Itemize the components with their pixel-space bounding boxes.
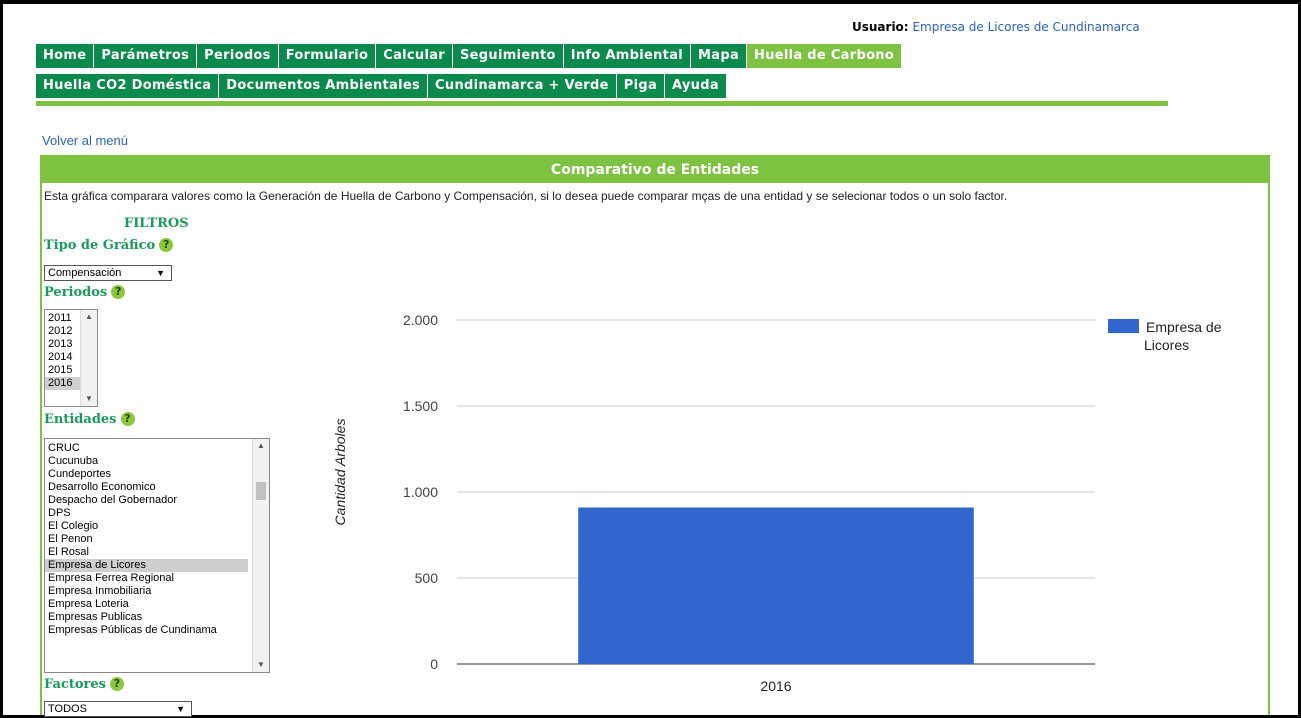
entity-option[interactable]: El Rosal [48, 546, 89, 558]
entity-option[interactable]: Empresa Inmobiliaria [48, 585, 152, 597]
chart-type-value: Compensación [48, 267, 122, 279]
periods-options: 2011 2012 2013 2014 2015 2016 [45, 310, 97, 390]
entity-option[interactable]: El Colegio [48, 520, 99, 532]
periods-listbox[interactable]: 2011 2012 2013 2014 2015 2016 ▲ ▼ [44, 309, 98, 407]
entities-label-text: Entidades [44, 412, 117, 427]
x-tick-label: 2016 [760, 678, 791, 694]
user-info: Usuario: Empresa de Licores de Cundinama… [852, 20, 1140, 34]
scroll-up-icon[interactable]: ▲ [257, 441, 265, 450]
scroll-thumb[interactable] [256, 482, 266, 500]
factors-label: Factores? [44, 677, 124, 692]
legend-label[interactable]: Licores [1144, 337, 1189, 353]
entity-option[interactable]: DPS [48, 507, 71, 519]
periods-label: Periodos? [44, 285, 126, 300]
nav-tab-mapa[interactable]: Mapa [691, 44, 748, 68]
y-axis-label: Cantidad Arboles [332, 419, 348, 526]
nav-tab-formulario[interactable]: Formulario [278, 44, 377, 68]
help-icon[interactable]: ? [111, 285, 126, 299]
nav-tab-home[interactable]: Home [36, 44, 95, 68]
factors-value: TODOS [48, 703, 87, 715]
nav-tab-huella-co2-domestica[interactable]: Huella CO2 Doméstica [36, 74, 220, 98]
help-icon[interactable]: ? [109, 677, 124, 691]
entities-scrollbar[interactable]: ▲ ▼ [252, 439, 269, 672]
y-tick-label: 1.500 [403, 398, 438, 414]
periods-scrollbar[interactable]: ▲ ▼ [80, 310, 97, 406]
comparison-panel: Comparativo de Entidades Esta gráfica co… [40, 155, 1270, 717]
chart-type-label: Tipo de Gráfico? [44, 238, 174, 253]
period-option[interactable]: 2011 [48, 312, 72, 324]
user-label: Usuario: [852, 20, 909, 34]
entities-label: Entidades? [44, 412, 135, 427]
period-option[interactable]: 2014 [48, 351, 73, 363]
period-option[interactable]: 2015 [48, 364, 73, 376]
periods-label-text: Periodos [44, 285, 108, 300]
scroll-down-icon[interactable]: ▼ [257, 660, 265, 669]
y-tick-label: 500 [415, 570, 439, 586]
nav-tab-parametros[interactable]: Parámetros [94, 44, 198, 68]
entity-option[interactable]: Empresas Públicas de Cundinama [48, 624, 217, 636]
factors-label-text: Factores [44, 677, 106, 692]
entity-option[interactable]: Cundeportes [48, 468, 111, 480]
main-nav-row-1: Home Parámetros Periodos Formulario Calcular… [36, 44, 903, 68]
main-nav-row-2: Huella CO2 Doméstica Documentos Ambiental… [36, 74, 727, 98]
entity-option[interactable]: Cucunuba [48, 455, 99, 467]
nav-tab-huella-de-carbono[interactable]: Huella de Carbono [747, 44, 903, 68]
entity-option[interactable]: El Penon [48, 533, 93, 545]
entity-option[interactable]: CRUC [48, 442, 80, 454]
nav-underline [36, 101, 1168, 106]
nav-tab-cundinamarca-verde[interactable]: Cundinamarca + Verde [428, 74, 617, 98]
filters-title: FILTROS [124, 216, 189, 231]
panel-title: Comparativo de Entidades [42, 157, 1268, 183]
period-option[interactable]: 2016 [45, 377, 80, 390]
nav-tab-periodos[interactable]: Periodos [197, 44, 279, 68]
y-tick-label: 1.000 [403, 484, 438, 500]
entity-option[interactable]: Empresa Ferrea Regional [48, 572, 174, 584]
entity-option[interactable]: Empresa Loteria [48, 598, 129, 610]
nav-tab-seguimiento[interactable]: Seguimiento [453, 44, 564, 68]
chart-type-select[interactable]: Compensación ▼ [44, 265, 172, 281]
nav-tab-info-ambiental[interactable]: Info Ambiental [563, 44, 692, 68]
entity-option[interactable]: Empresas Publicas [48, 611, 143, 623]
period-option[interactable]: 2013 [48, 338, 73, 350]
factors-select[interactable]: TODOS ▼ [44, 701, 192, 717]
nav-tab-calcular[interactable]: Calcular [376, 44, 454, 68]
period-option[interactable]: 2012 [48, 325, 73, 337]
nav-tab-ayuda[interactable]: Ayuda [665, 74, 727, 98]
entities-listbox[interactable]: CRUC Cucunuba Cundeportes Desarrollo Econom… [44, 438, 270, 673]
panel-description: Esta gráfica comparara valores como la G… [44, 189, 1008, 203]
nav-tab-piga[interactable]: Piga [616, 74, 666, 98]
chart-type-label-text: Tipo de Gráfico [44, 238, 156, 253]
chevron-down-icon: ▼ [176, 704, 185, 714]
nav-tab-documentos-ambientales[interactable]: Documentos Ambientales [219, 74, 429, 98]
scroll-up-icon[interactable]: ▲ [85, 312, 93, 321]
comparison-chart: 0 500 1.000 1.500 2.000 2016 Cantidad Arboles E… [332, 312, 1222, 694]
help-icon[interactable]: ? [120, 412, 135, 426]
scroll-down-icon[interactable]: ▼ [85, 394, 93, 403]
chevron-down-icon: ▼ [156, 268, 165, 278]
user-name-link[interactable]: Empresa de Licores de Cundinamarca [912, 20, 1140, 34]
back-to-menu-link[interactable]: Volver al menú [42, 133, 128, 148]
entity-option[interactable]: Empresa de Licores [45, 559, 248, 572]
bar-empresa-de-licores[interactable] [578, 507, 974, 664]
help-icon[interactable]: ? [159, 238, 174, 252]
entity-option[interactable]: Despacho del Gobernador [48, 494, 178, 506]
entities-options: CRUC Cucunuba Cundeportes Desarrollo Econom… [45, 442, 269, 637]
entity-option[interactable]: Desarrollo Economico [48, 481, 156, 493]
legend-swatch[interactable] [1108, 319, 1139, 333]
y-tick-label: 2.000 [403, 312, 438, 328]
y-tick-label: 0 [430, 656, 438, 672]
legend-label[interactable]: Empresa de [1146, 319, 1222, 335]
